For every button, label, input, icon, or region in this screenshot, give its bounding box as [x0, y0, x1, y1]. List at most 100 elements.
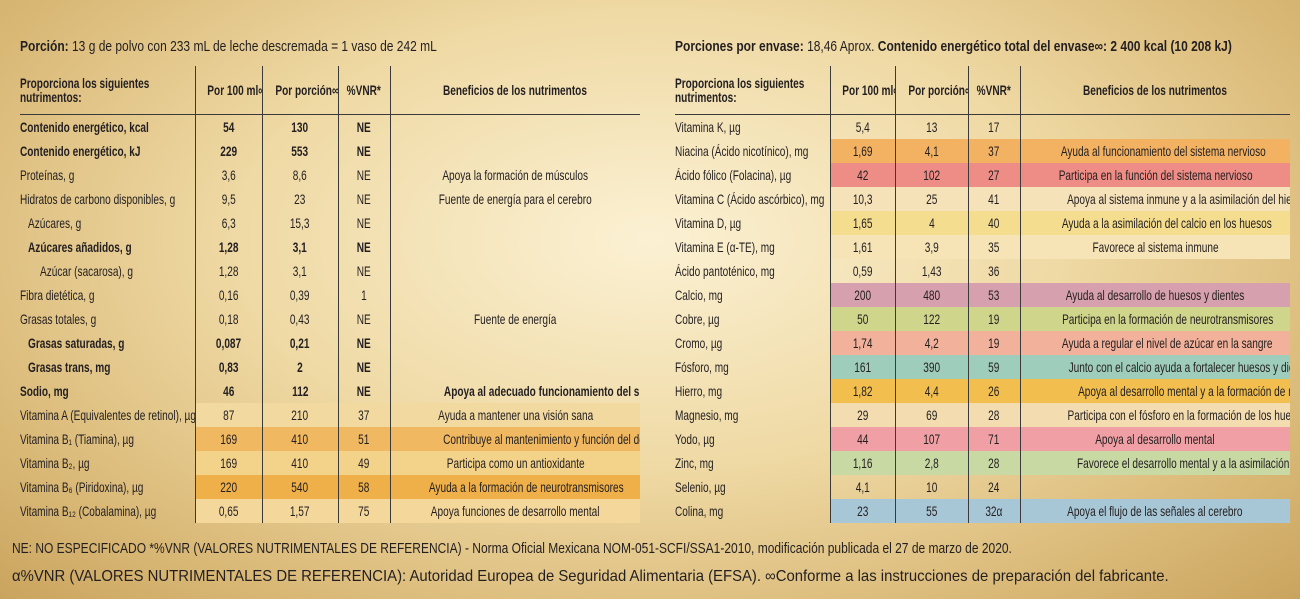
cell: 69	[894, 403, 968, 427]
vnr: NE	[356, 335, 371, 351]
per-100ml: 29	[856, 407, 869, 423]
nutrient-row: Zinc, mg 1,16 2,8 28 Favorece el desarrollo …	[675, 451, 1290, 475]
per-100ml: 1,69	[852, 143, 873, 159]
nutrient-name: Fósforo, mg	[675, 359, 729, 375]
cell: Participa en la formación de neurotransm…	[1019, 307, 1290, 331]
nutrient-name: Azúcar (sacarosa), g	[40, 263, 134, 279]
per-100ml: 0,59	[852, 263, 873, 279]
cell: Contenido energético, kJ	[20, 139, 195, 163]
cell: Apoya al adecuado funcionamiento del sis…	[389, 379, 640, 403]
cell: 29	[829, 403, 895, 427]
nutrient-row: Proteínas, g 3,6 8,6 NE Apoya la formación d…	[20, 163, 640, 187]
cell: Vitamina B₁₂ (Cobalamina), µg	[20, 499, 195, 523]
cell: 75	[337, 499, 390, 523]
cell: 169	[194, 427, 262, 451]
cell: 161	[829, 355, 895, 379]
cell: 32α	[967, 499, 1020, 523]
cell: Grasas saturadas, g	[20, 331, 195, 355]
nutrient-name: Contenido energético, kJ	[20, 143, 141, 159]
cell: 28	[967, 403, 1020, 427]
nutrient-row: Calcio, mg 200 480 53 Ayuda al desarrollo de…	[675, 283, 1290, 307]
benefit: Junto con el calcio ayuda a fortalecer h…	[1068, 359, 1290, 375]
per-100ml: 1,65	[852, 215, 873, 231]
cell: 59	[967, 355, 1020, 379]
header-row: Proporciona los siguientes nutrimentos: P…	[20, 66, 640, 115]
cell: Fibra dietética, g	[20, 283, 195, 307]
nutrient-row: Hidratos de carbono disponibles, g 9,5 23 N…	[20, 187, 640, 211]
vnr: NE	[356, 239, 371, 255]
nutrient-row: Cobre, µg 50 122 19 Participa en la formació…	[675, 307, 1290, 331]
cell: 3,1	[261, 259, 338, 283]
cell: Apoya la formación de músculos	[389, 163, 640, 187]
cell: Grasas totales, g	[20, 307, 195, 331]
cell: Fuente de energía para el cerebro	[389, 187, 640, 211]
cell: NE	[337, 379, 390, 403]
table-body: Vitamina K, µg 5,4 13 17 Niacina (Ácido nico…	[675, 114, 1290, 523]
cell: 0,16	[194, 283, 262, 307]
vnr: NE	[356, 311, 371, 327]
nutrient-row: Vitamina A (Equivalentes de retinol), µg…	[20, 403, 640, 427]
benefit: Ayuda al funcionamiento del sistema nerv…	[1060, 143, 1266, 159]
per-100ml: 1,16	[852, 455, 873, 471]
cell: 71	[967, 427, 1020, 451]
cell: 41	[967, 187, 1020, 211]
cell: 19	[967, 331, 1020, 355]
cell: Vitamina D, µg	[675, 211, 830, 235]
per-serving: 55	[925, 503, 938, 519]
cell: 10,3	[829, 187, 895, 211]
nutrient-row: Colina, mg 23 55 32α Apoya el flujo de las s…	[675, 499, 1290, 523]
nutrient-name: Grasas totales, g	[20, 311, 97, 327]
cell: Contribuye al mantenimiento y función de…	[389, 427, 640, 451]
nutrient-row: Azúcares añadidos, g 1,28 3,1 NE	[20, 235, 640, 259]
cell: NE	[337, 331, 390, 355]
nutrient-name: Vitamina E (α-TE), mg	[675, 239, 775, 255]
cell: 0,18	[194, 307, 262, 331]
per-serving: 480	[923, 287, 940, 303]
benefit: Apoya funciones de desarrollo mental	[430, 503, 600, 519]
nutrient-name: Azúcares, g	[28, 215, 82, 231]
cell: 17	[967, 114, 1020, 139]
column-header: Beneficios de los nutrimentos	[389, 66, 640, 115]
portion-label: Porción:	[20, 38, 69, 55]
cell: Colina, mg	[675, 499, 830, 523]
cell: Vitamina E (α-TE), mg	[675, 235, 830, 259]
vnr: 19	[988, 311, 1000, 327]
per-serving: 4,1	[924, 143, 939, 159]
nutrient-name: Sodio, mg	[20, 383, 69, 399]
per-100ml: 9,5	[221, 191, 236, 207]
cell	[389, 114, 640, 139]
nutrient-row: Fósforo, mg 161 390 59 Junto con el calcio a…	[675, 355, 1290, 379]
footnote: NE: NO ESPECIFICADO *%VNR (VALORES NUTRI…	[12, 540, 1012, 557]
cell: Ayuda a mantener una visión sana	[389, 403, 640, 427]
column-header: Proporciona los siguientes nutrimentos:	[675, 66, 830, 115]
cell: 23	[261, 187, 338, 211]
cell: 24	[967, 475, 1020, 499]
cell: 10	[894, 475, 968, 499]
cell: Apoya al desarrollo mental	[1019, 427, 1290, 451]
cell: 1,61	[829, 235, 895, 259]
per-100ml: 1,82	[852, 383, 873, 399]
cell: Vitamina B₂, µg	[20, 451, 195, 475]
column-header-text: Proporciona los siguientes nutrimentos:	[20, 74, 150, 105]
nutrient-name: Vitamina B₁ (Tiamina), µg	[20, 431, 134, 447]
benefit: Ayuda al desarrollo de huesos y dientes	[1065, 287, 1245, 303]
vnr: 24	[988, 479, 1000, 495]
cell: 49	[337, 451, 390, 475]
column-header: %VNR*	[337, 66, 390, 115]
per-100ml: 1,28	[218, 239, 239, 255]
vnr: 53	[988, 287, 1000, 303]
nutrient-row: Sodio, mg 46 112 NE Apoya al adecuado funcio…	[20, 379, 640, 403]
nutrient-name: Vitamina C (Ácido ascórbico), mg	[675, 191, 825, 207]
cell: 37	[337, 403, 390, 427]
cell: Favorece al sistema inmune	[1019, 235, 1290, 259]
cell: Vitamina B₆ (Piridoxina), µg	[20, 475, 195, 499]
cell	[389, 259, 640, 283]
nutrient-name: Calcio, mg	[675, 287, 723, 303]
cell: 0,59	[829, 259, 895, 283]
nutrient-row: Contenido energético, kcal 54 130 NE	[20, 114, 640, 139]
nutrient-row: Magnesio, mg 29 69 28 Participa con el fósfo…	[675, 403, 1290, 427]
cell: Vitamina B₁ (Tiamina), µg	[20, 427, 195, 451]
cell: Niacina (Ácido nicotínico), mg	[675, 139, 830, 163]
cell	[389, 283, 640, 307]
per-serving: 4,4	[924, 383, 939, 399]
